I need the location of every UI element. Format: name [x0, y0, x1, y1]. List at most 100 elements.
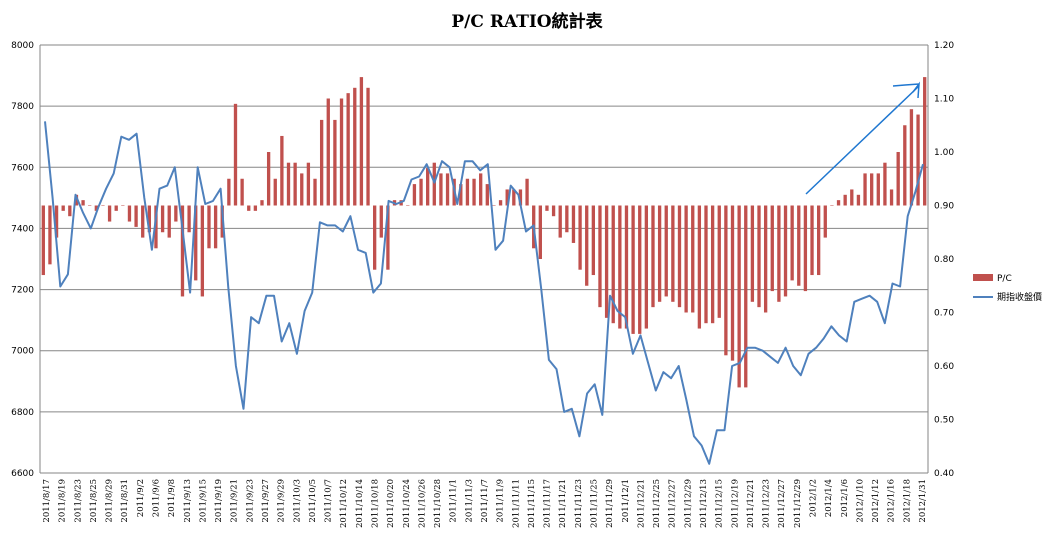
pc-bar: [200, 205, 205, 297]
pc-bar: [280, 135, 284, 206]
pc-bar: [618, 205, 622, 329]
pc-bar: [565, 205, 569, 233]
pc-bar: [41, 205, 45, 276]
hand-drawn-arrow: [805, 81, 920, 195]
x-tick-label: 2011/8/29: [105, 479, 115, 523]
x-tick-label: 2011/10/28: [433, 479, 443, 528]
pc-bar: [830, 205, 834, 206]
pc-bar: [426, 168, 430, 206]
x-tick-label: 2011/12/27: [668, 479, 678, 528]
pc-bar: [518, 189, 523, 206]
x-tick-label: 2011/12/29: [683, 479, 693, 528]
right-tick-label: 0.50: [934, 416, 954, 426]
pc-bar: [68, 205, 72, 217]
pc-bar: [604, 205, 609, 318]
pc-bar: [167, 205, 171, 238]
pc-bar: [750, 205, 755, 302]
right-tick-label: 0.40: [934, 469, 954, 479]
pc-bar: [207, 205, 211, 249]
x-tick-label: 2011/9/2: [136, 479, 146, 517]
x-tick-label: 2011/12/21: [746, 479, 756, 528]
x-tick-label: 2011/11/17: [543, 479, 553, 528]
x-tick-label: 2011/11/15: [527, 479, 537, 528]
pc-bar: [677, 205, 682, 308]
x-tick-label: 2012/1/12: [871, 479, 881, 523]
x-tick-label: 2011/10/14: [355, 479, 365, 528]
pc-bar: [710, 205, 715, 324]
x-tick-label: 2012/1/10: [855, 479, 865, 523]
pc-bar: [730, 205, 735, 361]
x-tick-label: 2011/12/13: [699, 479, 709, 528]
pc-bar: [770, 205, 774, 292]
pc-bar: [366, 87, 370, 206]
pc-bar: [624, 205, 629, 329]
x-tick-label: 2011/8/31: [120, 479, 130, 523]
pc-bar: [127, 205, 132, 222]
pc-bar: [671, 205, 675, 302]
x-tick-label: 2011/12/27: [777, 479, 787, 528]
pc-bar: [187, 205, 191, 233]
pc-bar: [697, 205, 702, 329]
x-tick-label: 2011/12/1: [621, 479, 631, 523]
x-tick-label: 2011/10/3: [292, 479, 302, 523]
x-tick-label: 2011/12/15: [715, 479, 725, 528]
x-tick-label: 2011/9/27: [261, 479, 271, 523]
pc-bar: [247, 205, 251, 211]
pc-bar: [644, 205, 649, 329]
pc-bars: [41, 77, 927, 388]
pc-bar: [611, 205, 615, 324]
pc-bar: [227, 178, 231, 206]
x-tick-label: 2012/1/18: [902, 479, 912, 523]
pc-bar: [300, 173, 304, 206]
right-tick-label: 1.20: [934, 41, 954, 51]
right-tick-label: 1.00: [934, 148, 954, 158]
x-tick-label: 2011/8/17: [42, 479, 52, 523]
pc-bar: [313, 178, 317, 206]
futures-line: [44, 121, 924, 465]
pc-bar: [134, 205, 138, 227]
right-tick-label: 0.80: [934, 255, 954, 265]
pc-bar: [114, 205, 118, 211]
pc-bar: [870, 173, 874, 206]
pc-bar: [684, 205, 688, 313]
x-tick-label: 2011/8/23: [73, 479, 83, 523]
pc-bar: [101, 205, 105, 206]
pc-bar: [492, 205, 496, 206]
plot-frame: [39, 45, 929, 473]
pc-bar: [194, 205, 198, 281]
x-tick-label: 2011/11/3: [464, 479, 474, 523]
pc-bar: [657, 205, 662, 302]
x-tick-label: 2011/9/13: [183, 479, 193, 523]
futures-line-path: [44, 121, 924, 465]
pc-bar: [850, 189, 854, 206]
pc-bar: [445, 173, 450, 206]
pc-bar: [339, 98, 344, 206]
pc-bar: [863, 173, 867, 206]
pc-bar: [903, 125, 907, 206]
pc-bar: [180, 205, 185, 297]
x-tick-label: 2011/10/5: [308, 479, 318, 523]
pc-bar: [558, 205, 562, 238]
pc-bar: [631, 205, 635, 334]
pc-bar: [909, 109, 914, 206]
pc-bar: [498, 200, 503, 206]
legend-label-pc: P/C: [997, 274, 1012, 284]
pc-bar: [54, 205, 59, 238]
pc-bar: [326, 98, 330, 206]
pc-bar: [896, 152, 900, 206]
pc-bar: [479, 173, 483, 206]
pc-bar: [319, 119, 324, 206]
pc-bar: [379, 205, 383, 238]
arrow-shaft: [805, 85, 920, 195]
pc-bar: [386, 205, 390, 270]
x-tick-label: 2011/12/29: [793, 479, 803, 528]
pc-bar: [585, 205, 589, 286]
pc-bar: [94, 205, 98, 211]
x-tick-label: 2011/9/19: [214, 479, 224, 523]
pc-bar: [412, 184, 417, 206]
pc-bar: [419, 178, 423, 206]
right-tick-label: 0.90: [934, 202, 954, 212]
legend-label-futures: 期指收盤價: [997, 291, 1042, 303]
pc-bar: [810, 205, 814, 276]
